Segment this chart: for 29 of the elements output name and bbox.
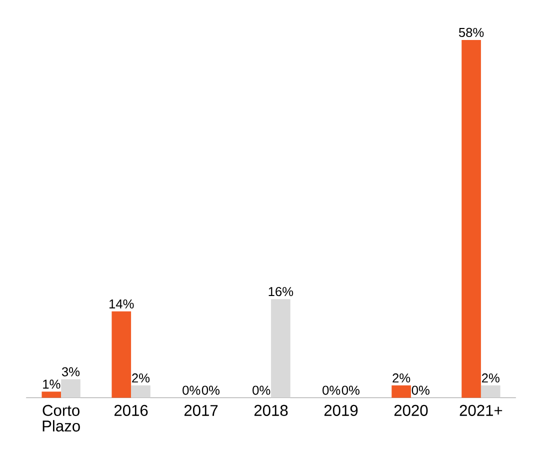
data-label: 2% (132, 373, 150, 382)
x-tick-label: 2017 (184, 404, 218, 416)
data-label: 1% (43, 380, 60, 389)
data-label: 14% (110, 299, 134, 308)
data-label: 16% (268, 287, 294, 296)
x-tick-label: 2018 (254, 404, 288, 416)
data-label: 58% (458, 28, 484, 38)
x-tick-label: 2019 (324, 404, 358, 416)
bar (131, 385, 150, 398)
bar (480, 385, 500, 398)
bar (271, 299, 290, 398)
x-tick-label: Corto Plazo (42, 404, 80, 432)
bar (61, 379, 80, 398)
data-label: 0% (342, 386, 360, 395)
bar (112, 311, 132, 398)
data-label: 0% (322, 386, 340, 395)
data-label: 0% (412, 386, 430, 395)
bar (42, 392, 62, 398)
data-label: 2% (392, 373, 410, 382)
x-tick-label: 2021+ (460, 404, 502, 416)
data-label: 0% (252, 386, 270, 395)
data-label: 0% (182, 386, 200, 395)
bar (392, 385, 411, 398)
data-label: 3% (62, 367, 80, 376)
bar (462, 40, 481, 398)
x-tick-label: 2020 (394, 404, 428, 416)
x-tick-label: 2016 (114, 404, 148, 416)
data-label: 2% (482, 373, 500, 382)
data-label: 0% (202, 386, 220, 395)
